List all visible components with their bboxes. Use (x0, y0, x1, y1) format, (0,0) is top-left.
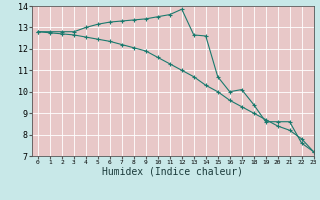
X-axis label: Humidex (Indice chaleur): Humidex (Indice chaleur) (102, 167, 243, 177)
